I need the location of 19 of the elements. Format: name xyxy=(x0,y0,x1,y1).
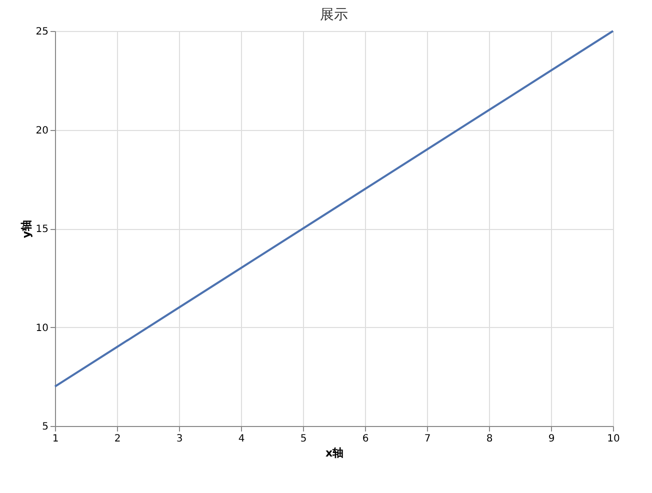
x-tick-label: 1 xyxy=(52,434,59,444)
chart-title: 展示 xyxy=(320,7,348,23)
x-tick-label: 5 xyxy=(300,434,307,444)
y-tick-label: 5 xyxy=(42,422,48,432)
line-series xyxy=(54,30,614,388)
x-tick-label: 2 xyxy=(114,434,121,444)
x-tick-label: 3 xyxy=(176,434,183,444)
y-tick-label: 25 xyxy=(36,26,48,38)
y-tick-label: 10 xyxy=(36,322,48,334)
x-tick-label: 7 xyxy=(424,434,431,444)
x-tick-label: 10 xyxy=(607,434,620,444)
x-tick-label: 9 xyxy=(548,434,555,444)
y-tick-label: 20 xyxy=(36,125,48,136)
x-tick-label: 6 xyxy=(362,434,369,444)
y-axis-title: y轴 xyxy=(20,220,33,238)
x-axis-title: x轴 xyxy=(325,446,344,460)
y-tick-label: 15 xyxy=(36,224,48,235)
x-tick-label: 8 xyxy=(486,434,493,444)
x-tick-label: 4 xyxy=(238,434,245,444)
